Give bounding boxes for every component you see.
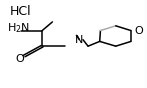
Text: HCl: HCl: [9, 5, 31, 18]
Text: O: O: [15, 54, 24, 64]
Text: O: O: [134, 26, 143, 36]
Text: N: N: [75, 35, 83, 45]
Text: H$_2$N: H$_2$N: [6, 21, 30, 35]
